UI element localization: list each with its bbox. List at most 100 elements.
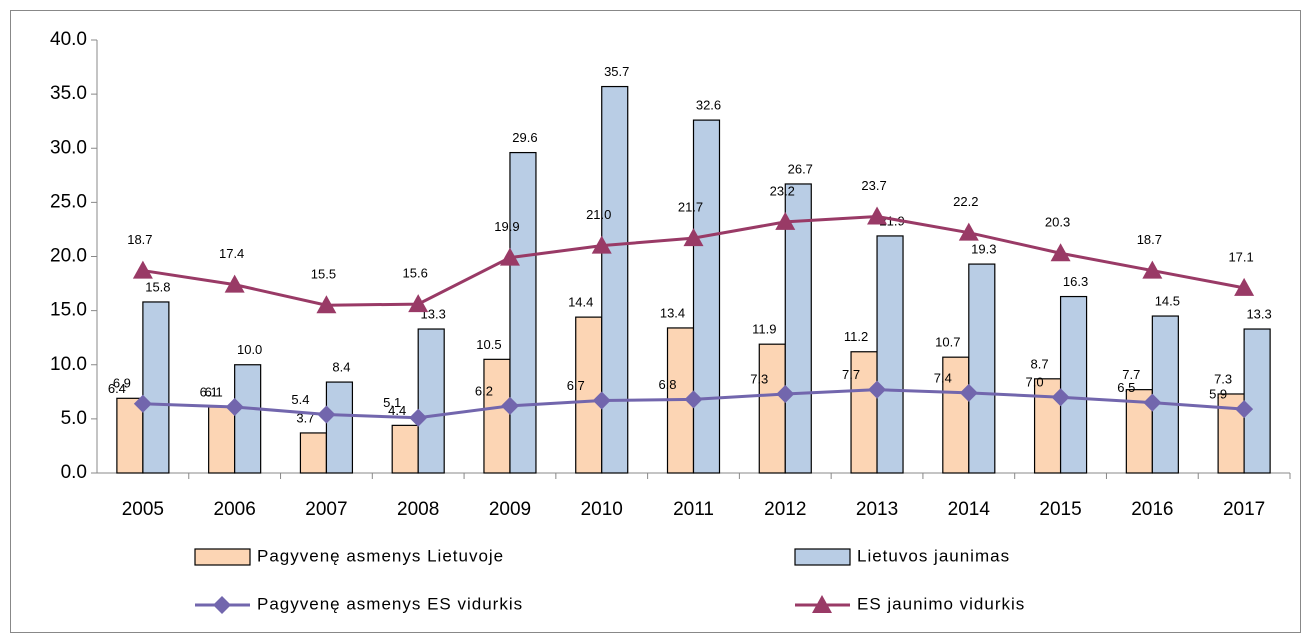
line-marker bbox=[1234, 277, 1255, 296]
line-value-label: 20.3 bbox=[1045, 215, 1070, 230]
line-value-label: 7.3 bbox=[750, 371, 768, 386]
bar-value-label: 10.5 bbox=[476, 337, 501, 352]
bar bbox=[601, 85, 629, 474]
line-marker bbox=[776, 384, 795, 403]
line-marker bbox=[1142, 260, 1163, 279]
x-tick-label: 2005 bbox=[122, 499, 164, 520]
legend-label: Lietuvos jaunimas bbox=[857, 546, 1010, 565]
bar bbox=[784, 183, 812, 474]
legend-label: Pagyvenę asmenys Lietuvoje bbox=[257, 546, 504, 565]
line-marker bbox=[775, 211, 796, 230]
line-marker bbox=[684, 390, 703, 409]
x-tick-label: 2011 bbox=[673, 499, 714, 520]
bar bbox=[692, 119, 721, 474]
line-value-label: 18.7 bbox=[127, 232, 152, 247]
bar bbox=[876, 235, 904, 474]
x-tick-label: 2010 bbox=[581, 499, 623, 520]
legend-swatch bbox=[794, 548, 851, 566]
bar bbox=[142, 301, 170, 474]
bar-value-label: 7.3 bbox=[1214, 371, 1232, 386]
bar-value-label: 6.9 bbox=[113, 376, 131, 391]
line-value-label: 23.2 bbox=[770, 183, 795, 198]
line-value-label: 7.0 bbox=[1026, 375, 1044, 390]
bar bbox=[850, 351, 878, 474]
legend-marker bbox=[812, 595, 832, 613]
bar-value-label: 15.8 bbox=[145, 279, 170, 294]
line-value-label: 6.7 bbox=[567, 378, 585, 393]
x-tick-label: 2006 bbox=[214, 499, 256, 520]
legend-swatch bbox=[194, 548, 251, 566]
line-marker bbox=[500, 396, 519, 415]
bar bbox=[116, 397, 144, 474]
y-tick-label: 40.0 bbox=[50, 29, 87, 50]
line-value-label: 6.5 bbox=[1117, 380, 1135, 395]
line-value-label: 5.1 bbox=[383, 395, 401, 410]
y-tick-label: 30.0 bbox=[50, 137, 87, 158]
bar-value-label: 16.3 bbox=[1063, 274, 1088, 289]
bar-value-label: 10.7 bbox=[935, 335, 960, 350]
line-marker bbox=[409, 408, 428, 427]
bar bbox=[758, 343, 786, 474]
line-value-label: 19.9 bbox=[494, 219, 519, 234]
x-tick-label: 2013 bbox=[856, 499, 898, 520]
line-marker bbox=[1143, 393, 1162, 412]
bar-value-label: 14.4 bbox=[568, 295, 593, 310]
line-value-label: 17.1 bbox=[1228, 249, 1253, 264]
line-marker bbox=[867, 206, 888, 225]
x-tick-label: 2012 bbox=[764, 499, 806, 520]
line-value-label: 15.6 bbox=[403, 266, 428, 281]
line-marker bbox=[591, 235, 612, 254]
bar bbox=[509, 151, 537, 474]
line-value-label: 7.4 bbox=[934, 370, 952, 385]
line-marker bbox=[132, 260, 153, 279]
line-value-label: 23.7 bbox=[861, 178, 886, 193]
bar-value-label: 14.5 bbox=[1155, 293, 1180, 308]
bar-value-label: 4.4 bbox=[388, 403, 406, 418]
y-tick-label: 20.0 bbox=[50, 246, 87, 267]
bar-value-label: 13.3 bbox=[1246, 306, 1271, 321]
bar bbox=[417, 328, 445, 474]
bar-value-label: 35.7 bbox=[604, 64, 629, 79]
line-marker bbox=[592, 391, 611, 410]
y-tick-label: 15.0 bbox=[50, 300, 87, 321]
bar-value-label: 11.2 bbox=[844, 329, 868, 344]
chart-border bbox=[10, 10, 1301, 633]
bar bbox=[391, 424, 419, 474]
bar bbox=[1059, 295, 1088, 474]
line-marker bbox=[959, 383, 978, 402]
line-value-label: 18.7 bbox=[1137, 232, 1162, 247]
line-marker bbox=[316, 295, 337, 314]
bar bbox=[575, 316, 603, 474]
line-marker bbox=[958, 222, 979, 241]
line-value-label: 5.9 bbox=[1209, 387, 1227, 402]
x-tick-label: 2017 bbox=[1223, 499, 1265, 520]
line-marker bbox=[224, 274, 245, 293]
line-marker bbox=[408, 294, 429, 313]
line-marker bbox=[1050, 243, 1071, 262]
y-tick-label: 10.0 bbox=[50, 354, 87, 375]
bar-value-label: 32.6 bbox=[696, 98, 721, 113]
x-tick-label: 2016 bbox=[1131, 499, 1173, 520]
bar bbox=[299, 432, 328, 474]
bar-value-label: 11.9 bbox=[752, 322, 776, 337]
bar bbox=[968, 263, 996, 474]
line-value-label: 6.2 bbox=[475, 383, 493, 398]
line-value-label: 21.7 bbox=[678, 200, 703, 215]
bar-value-label: 29.6 bbox=[512, 130, 537, 145]
x-tick-label: 2008 bbox=[397, 499, 439, 520]
bar-value-label: 8.7 bbox=[1031, 356, 1049, 371]
line-marker bbox=[317, 405, 336, 424]
line-marker bbox=[499, 247, 520, 266]
bar bbox=[483, 358, 511, 474]
bar-value-label: 19.3 bbox=[971, 242, 996, 257]
line-value-label: 7.7 bbox=[842, 367, 860, 382]
line-value-label: 6.4 bbox=[108, 381, 126, 396]
bar bbox=[234, 364, 262, 474]
bar-value-label: 7.7 bbox=[1122, 367, 1140, 382]
line-value-label: 21.0 bbox=[586, 207, 611, 222]
line-marker bbox=[683, 228, 704, 247]
line-value-label: 5.4 bbox=[291, 392, 309, 407]
line-value-label: 17.4 bbox=[219, 246, 244, 261]
x-tick-label: 2007 bbox=[305, 499, 347, 520]
